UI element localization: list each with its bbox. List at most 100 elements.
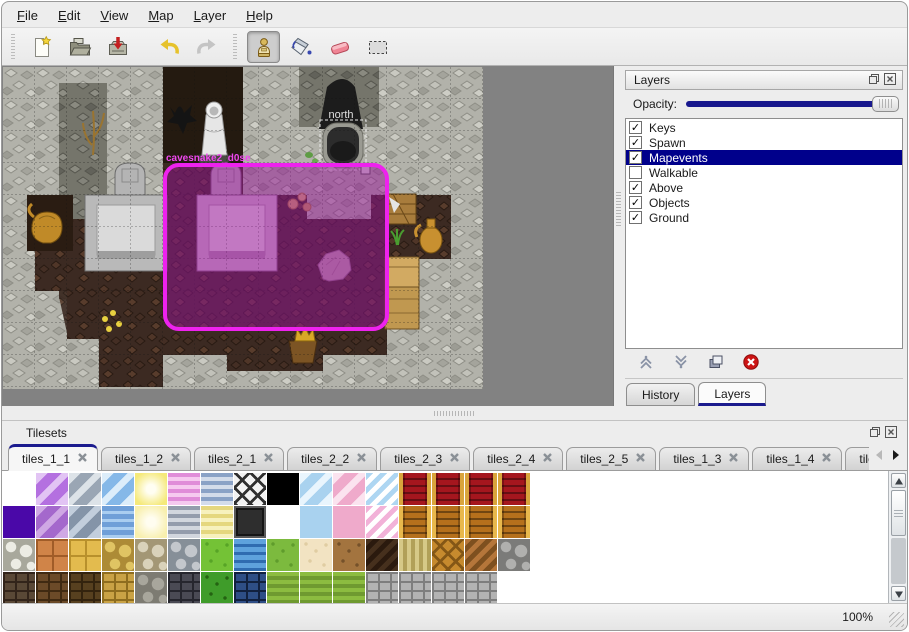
opacity-slider-track[interactable] [686,100,897,107]
palette-tile[interactable] [300,572,332,603]
tab-close-icon[interactable] [635,452,646,466]
palette-tile[interactable] [168,572,200,603]
palette-tile[interactable] [399,506,431,538]
splitter-grip[interactable] [434,411,474,416]
layer-visibility-checkbox[interactable] [629,166,642,179]
palette-tile[interactable] [135,506,167,538]
tab-close-icon[interactable] [449,452,460,466]
palette-tile[interactable] [69,539,101,571]
eraser-tool-button[interactable] [323,31,356,63]
palette-tile[interactable] [432,572,464,603]
menu-item-map[interactable]: Map [148,8,174,23]
selection-overlay[interactable] [163,163,389,331]
layer-row-spawn[interactable]: ✓ Spawn [626,135,902,150]
layer-row-walkable[interactable]: Walkable [626,165,902,180]
dock-tab-history[interactable]: History [626,383,696,406]
palette-tile[interactable] [267,572,299,603]
menu-item-view[interactable]: View [100,8,129,23]
scrollbar-track[interactable] [891,538,906,584]
layer-visibility-checkbox[interactable]: ✓ [629,196,642,209]
palette-tile[interactable] [366,473,398,505]
palette-tile[interactable] [300,539,332,571]
palette-scrollbar[interactable] [888,471,907,603]
palette-tile[interactable] [498,572,530,603]
palette-tile[interactable] [201,539,233,571]
scroll-tabs-left-button[interactable] [871,444,887,468]
layer-visibility-checkbox[interactable]: ✓ [629,136,642,149]
map-view[interactable]: north [2,66,614,406]
palette-tile[interactable] [135,572,167,603]
tileset-tab-tiles_2_3[interactable]: tiles_2_3 [380,447,471,471]
palette-tile[interactable] [234,473,266,505]
palette-tile[interactable] [234,506,266,538]
layer-row-objects[interactable]: ✓ Objects [626,195,902,210]
undo-button[interactable] [152,31,185,63]
tab-close-icon[interactable] [77,452,88,466]
scrollbar-thumb[interactable] [891,490,906,536]
palette-tile[interactable] [36,572,68,603]
menu-item-layer[interactable]: Layer [193,8,227,23]
layer-row-ground[interactable]: ✓ Ground [626,210,902,225]
palette-tile[interactable] [135,539,167,571]
opacity-slider-handle[interactable] [872,95,899,112]
scroll-tabs-right-button[interactable] [888,444,904,468]
palette-tile[interactable] [267,539,299,571]
raise-layer-button[interactable] [635,353,657,375]
palette-tile[interactable] [399,539,431,571]
float-panel-button[interactable] [866,73,882,88]
palette-tile[interactable] [333,572,365,603]
palette-tile[interactable] [366,572,398,603]
layer-visibility-checkbox[interactable]: ✓ [629,151,642,164]
tileset-tab-tiles_1_4[interactable]: tiles_1_4 [752,447,843,471]
tileset-tab-tiles_2_5[interactable]: tiles_2_5 [566,447,657,471]
palette-tile[interactable] [366,506,398,538]
horizontal-splitter[interactable] [2,406,907,420]
palette-tile[interactable] [69,473,101,505]
palette-tile[interactable] [498,506,530,538]
vertical-splitter[interactable] [614,66,623,406]
menu-item-help[interactable]: Help [246,8,273,23]
palette-tile[interactable] [201,506,233,538]
palette-tile[interactable] [102,572,134,603]
tileset-tab-tiles_1_2[interactable]: tiles_1_2 [101,447,192,471]
palette-tile[interactable] [399,572,431,603]
palette-tile[interactable] [168,506,200,538]
palette-tile[interactable] [465,473,497,505]
palette-tile[interactable] [234,572,266,603]
tab-close-icon[interactable] [170,452,181,466]
palette-tile[interactable] [300,506,332,538]
tab-close-icon[interactable] [542,452,553,466]
palette-tile[interactable] [300,473,332,505]
tab-close-icon[interactable] [356,452,367,466]
palette-tile[interactable] [333,506,365,538]
palette-tile[interactable] [69,506,101,538]
tileset-tab-tiles_1_3[interactable]: tiles_1_3 [659,447,750,471]
lower-layer-button[interactable] [670,353,692,375]
tileset-tab-tiles_2_1[interactable]: tiles_2_1 [194,447,285,471]
open-button[interactable] [63,31,96,63]
select-tool-button[interactable] [361,31,394,63]
stamp-tool-button[interactable] [247,30,280,63]
save-button[interactable] [101,31,134,63]
palette-tile[interactable] [267,473,299,505]
palette-tile[interactable] [102,506,134,538]
palette-tile[interactable] [432,473,464,505]
duplicate-layer-button[interactable] [705,353,727,375]
splitter-grip[interactable] [616,192,621,226]
new-file-button[interactable] [25,31,58,63]
palette-tile[interactable] [333,473,365,505]
palette-tile[interactable] [168,539,200,571]
palette-tile[interactable] [201,572,233,603]
close-panel-button[interactable] [882,72,898,88]
scroll-down-button[interactable] [891,586,906,601]
palette-tile[interactable] [3,506,35,538]
palette-tile[interactable] [3,473,35,505]
palette-tile[interactable] [465,539,497,571]
scroll-up-button[interactable] [891,473,906,488]
resize-grip[interactable] [889,612,904,627]
tileset-tab-tiles_1_[interactable]: tiles_1_ [845,447,869,471]
palette-tile[interactable] [432,506,464,538]
palette-tile[interactable] [399,473,431,505]
layer-row-mapevents[interactable]: ✓ Mapevents [626,150,902,165]
palette-tile[interactable] [135,473,167,505]
